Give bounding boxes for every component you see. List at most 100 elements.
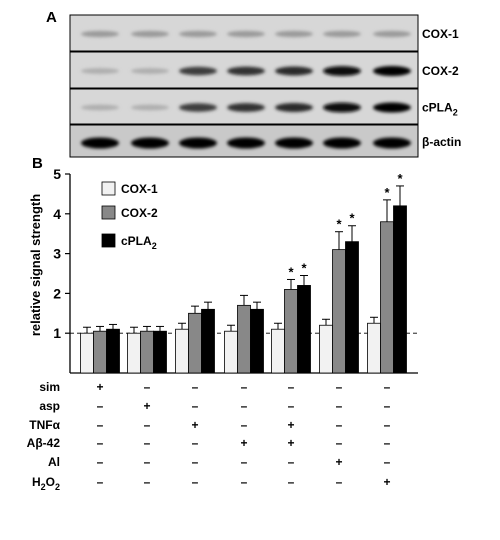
y-tick-label: 2 [53,285,61,301]
blot-label-main: cPLA [422,101,453,115]
bar-cox-2 [332,249,346,374]
y-axis-label: relative signal strength [28,194,43,336]
condition-label-sub: 2 [41,482,46,492]
blot-label-1: COX-1 [422,27,459,41]
condition-label-text: Aβ-42 [27,436,61,450]
minus-mark: – [288,380,295,394]
minus-mark: – [97,436,104,450]
plus-mark: + [335,455,342,469]
blot-band [179,30,217,38]
blot-label-3: cPLA2 [422,101,458,118]
minus-mark: – [336,475,343,489]
minus-mark: – [384,418,391,432]
bar-cpla2 [106,328,120,374]
blot-label-4: β-actin [422,135,461,149]
blot-band [179,103,217,112]
significance-star: * [301,260,307,275]
minus-mark: – [384,436,391,450]
bar-cpla2 [201,308,215,374]
blot-label-sub: 2 [453,108,458,118]
blot-band [131,104,169,111]
blot-band [275,103,313,112]
condition-label-text: asp [39,399,60,413]
bar-cpla2 [153,330,167,374]
blot-band [373,66,411,76]
condition-label-part: H [32,475,41,489]
blot-band [227,103,265,112]
bar-cox-2 [140,330,154,374]
blot-band [373,137,411,149]
minus-mark: – [288,399,295,413]
blot-band [131,137,169,149]
minus-mark: – [192,380,199,394]
legend: COX-1 COX-2 cPLA2 [101,181,158,251]
condition-label: asp [39,399,60,413]
bar-cpla2 [297,285,311,374]
minus-mark: – [384,380,391,394]
bar-cox-1 [127,332,141,374]
bar-cox-2 [93,330,107,374]
blot-band [227,137,265,149]
plus-mark: + [191,418,198,432]
minus-mark: – [384,399,391,413]
y-tick-label: 3 [53,246,61,262]
blot-band [323,102,361,113]
bar-cpla2 [393,205,407,374]
y-tick-label: 5 [53,166,61,182]
blot-band [81,137,119,149]
blot-band [373,102,411,113]
minus-mark: – [241,380,248,394]
blot-band [179,66,217,76]
plus-mark: + [287,418,294,432]
minus-mark: – [192,455,199,469]
bar-cox-1 [271,328,285,374]
condition-label-sub: 2 [55,482,60,492]
bar-chart-panel: B relative signal strength 1 2 3 4 5 * * * * * * C… [27,155,418,492]
legend-label: cPLA2 [121,234,157,251]
minus-mark: – [192,475,199,489]
blot-label-2: COX-2 [422,64,459,78]
bar-cpla2 [345,241,359,374]
blot-band [275,30,313,38]
plus-mark: + [240,436,247,450]
plus-mark: + [96,380,103,394]
condition-table: sim + – – – – – – asp – + – – – – – TNFα – – + – + – – Aβ-42 – – – +… [27,380,391,492]
blot-band [373,30,411,38]
bar-cox-2 [237,304,251,374]
significance-star: * [288,264,294,279]
minus-mark: – [144,455,151,469]
minus-mark: – [384,455,391,469]
minus-mark: – [97,455,104,469]
minus-mark: – [241,475,248,489]
legend-label-sub: 2 [152,241,157,251]
blot-band [323,30,361,38]
legend-swatch [101,205,116,220]
minus-mark: – [288,455,295,469]
significance-star: * [349,211,355,226]
condition-label: TNFα [29,418,60,432]
minus-mark: – [97,399,104,413]
blot-label-prefix: β [422,135,429,149]
blot-band [227,30,265,38]
minus-mark: – [336,380,343,394]
blot-band [81,30,119,38]
legend-swatch [101,181,116,196]
bar-chart: 1 2 3 4 5 * * * * * * [53,166,418,374]
legend-swatch [101,233,116,248]
minus-mark: – [336,399,343,413]
minus-mark: – [241,455,248,469]
plus-mark: + [143,399,150,413]
minus-mark: – [336,436,343,450]
bar-cox-1 [80,332,94,374]
blot-band [275,66,313,76]
significance-star: * [397,171,403,186]
minus-mark: – [144,418,151,432]
y-tick-label: 4 [53,206,61,222]
plus-mark: + [287,436,294,450]
bar-cpla2 [250,308,264,374]
condition-label-text: TNFα [29,418,60,432]
condition-label-text: Al [48,455,60,469]
blot-band [179,137,217,149]
blot-band [275,137,313,149]
